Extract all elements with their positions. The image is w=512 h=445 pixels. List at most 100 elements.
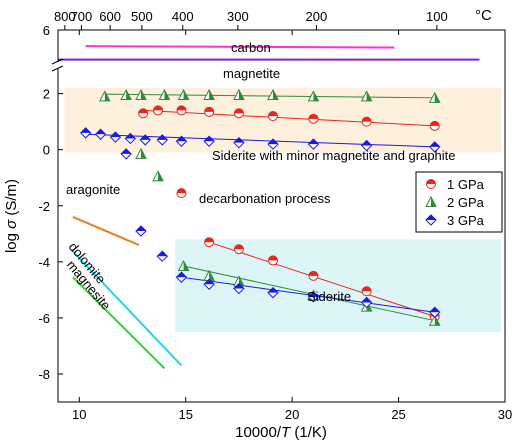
point-3gpa-7 — [203, 135, 215, 147]
marker-fill — [313, 91, 319, 101]
marker-fill — [209, 270, 215, 281]
marker-fill — [234, 108, 244, 114]
point-2gpa-1 — [152, 170, 164, 182]
band-1 — [175, 239, 502, 332]
point-2gpa-0 — [99, 90, 111, 102]
marker-fill — [140, 134, 151, 140]
marker-fill — [361, 140, 372, 146]
marker-fill — [308, 291, 319, 297]
marker-fill — [125, 133, 136, 139]
break-mark-upper — [51, 58, 64, 65]
marker-fill — [429, 141, 440, 147]
x-axis-label: 10000/T (1/K) — [235, 424, 327, 441]
marker-fill — [272, 90, 278, 100]
marker-fill — [361, 297, 372, 303]
y-tick-label: 6 — [43, 23, 50, 38]
point-1gpa-3 — [267, 255, 278, 266]
top-tick-label: 200 — [306, 9, 328, 24]
point-3gpa-8 — [360, 296, 373, 309]
data-points — [79, 88, 441, 326]
point-2gpa-0 — [135, 147, 147, 159]
point-2gpa-7 — [428, 314, 441, 326]
marker-fill — [204, 136, 215, 142]
point-1gpa-2 — [233, 244, 244, 255]
break-mark-lower — [51, 65, 64, 72]
marker-fill — [233, 283, 244, 289]
label-magnetite: magnetite — [223, 66, 280, 81]
label-carbon: carbon — [231, 40, 271, 55]
marker-fill — [183, 261, 189, 271]
legend: 1 GPa 2 GPa 3 GPa — [415, 171, 503, 233]
marker-fill — [176, 136, 187, 142]
marker-fill — [204, 237, 214, 243]
marker-fill — [136, 225, 147, 231]
marker-fill — [158, 171, 164, 181]
point-3gpa-2 — [156, 250, 169, 262]
point-3gpa-9 — [267, 138, 279, 150]
legend-marker-0 — [426, 179, 436, 189]
marker-fill — [362, 286, 372, 292]
legend-marker-1 — [425, 195, 437, 207]
point-1gpa-4 — [233, 108, 244, 119]
point-3gpa-8 — [233, 136, 245, 149]
label-decarbonation: decarbonation process — [199, 191, 331, 206]
marker-fill — [429, 307, 440, 313]
point-3gpa-1 — [94, 128, 107, 140]
point-2gpa-10 — [428, 91, 441, 103]
top-tick-label: 800 — [54, 9, 76, 24]
marker-fill — [209, 90, 215, 100]
marker-fill — [366, 91, 372, 101]
marker-fill — [308, 114, 318, 119]
aragonite-line — [72, 216, 140, 246]
marker-fill — [121, 148, 132, 154]
legend-marker-2 — [425, 214, 437, 226]
point-2gpa-2 — [135, 88, 147, 101]
marker-fill — [153, 105, 163, 111]
point-1gpa-6 — [308, 113, 319, 124]
point-2gpa-4 — [177, 88, 190, 101]
point-2gpa-8 — [307, 90, 320, 102]
break-gap — [55, 62, 61, 69]
y-tick-label: -2 — [38, 199, 50, 214]
point-2gpa-3 — [158, 88, 171, 101]
marker-fill — [426, 215, 436, 220]
marker-fill — [238, 276, 244, 286]
fit-line-4 — [183, 265, 435, 322]
marker-fill — [362, 117, 372, 122]
legend-label: 2 GPa — [447, 195, 485, 210]
fit-line-0 — [143, 109, 435, 127]
marker-fill — [176, 105, 186, 111]
marker-fill — [267, 139, 278, 145]
point-3gpa-0 — [79, 127, 92, 139]
x-tick-label: 10 — [72, 407, 86, 422]
top-tick-label: 100 — [426, 9, 448, 24]
marker-fill — [164, 90, 170, 100]
point-1gpa-0 — [138, 108, 149, 119]
marker-fill — [268, 255, 278, 261]
y-tick-label: -8 — [38, 367, 50, 382]
point-2gpa-2 — [177, 259, 190, 272]
top-tick-label: 400 — [172, 9, 194, 24]
marker-fill — [141, 148, 147, 159]
point-1gpa-1 — [153, 105, 164, 116]
x-tick-label: 15 — [178, 407, 192, 422]
point-3gpa-11 — [360, 139, 373, 152]
point-1gpa-1 — [204, 237, 215, 248]
point-3gpa-6 — [267, 286, 279, 299]
point-1gpa-4 — [308, 270, 319, 281]
marker-fill — [204, 107, 214, 112]
marker-fill — [267, 287, 278, 293]
marker-fill — [138, 108, 148, 114]
marker-fill — [176, 272, 187, 278]
point-3gpa-1 — [135, 225, 147, 237]
marker-fill — [434, 92, 440, 103]
fit-line-3 — [208, 241, 435, 317]
background-bands — [64, 88, 502, 332]
marker-fill — [104, 91, 110, 101]
point-3gpa-5 — [156, 134, 169, 146]
marker-fill — [204, 279, 215, 285]
fit-line-5 — [181, 276, 435, 313]
point-3gpa-3 — [124, 132, 137, 145]
